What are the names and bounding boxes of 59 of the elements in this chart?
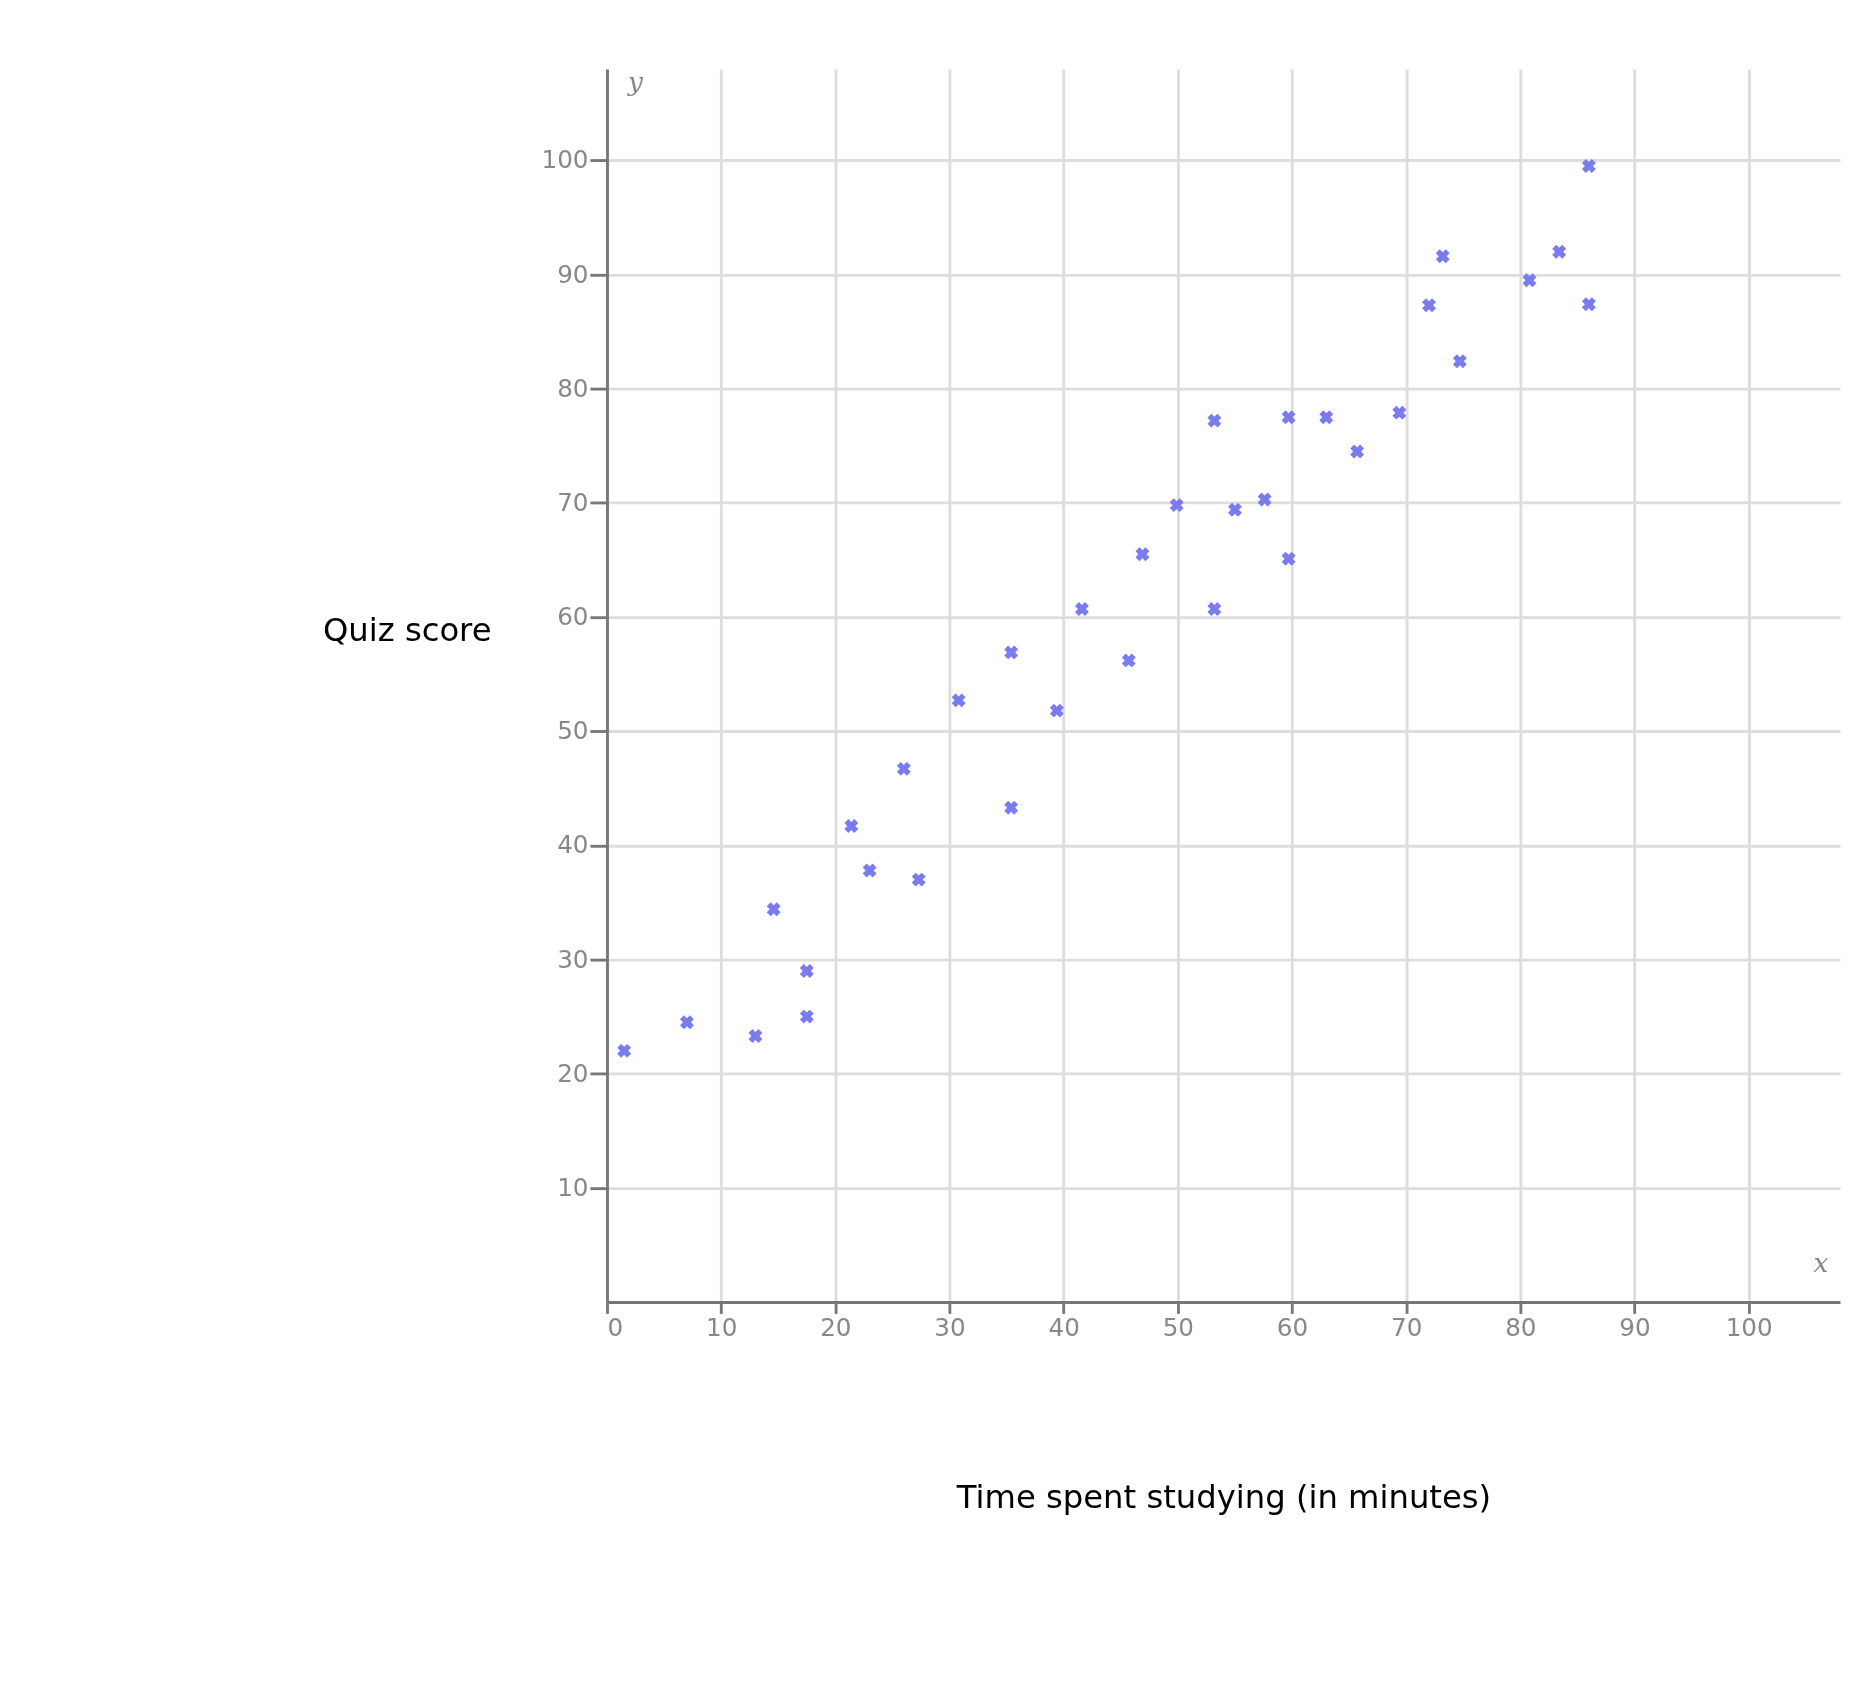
point — [1135, 547, 1150, 562]
point — [1552, 244, 1567, 259]
point — [1422, 298, 1436, 313]
y-tick-label: 30 — [557, 944, 589, 974]
point — [1049, 703, 1064, 718]
point — [1121, 653, 1136, 668]
y-tick-label: 80 — [557, 373, 589, 403]
point — [844, 818, 859, 833]
x-tick-label: 70 — [1390, 1312, 1423, 1342]
point — [1350, 444, 1365, 459]
point — [1581, 159, 1596, 174]
point — [1452, 354, 1467, 369]
x-tick-label: 40 — [1048, 1312, 1080, 1342]
point — [799, 963, 814, 978]
point — [862, 863, 877, 878]
x-tick-label: 100 — [1725, 1312, 1773, 1342]
y-tick-label: 100 — [541, 145, 589, 175]
point — [1004, 645, 1019, 660]
point — [896, 761, 911, 776]
y-tick-label: 20 — [557, 1058, 589, 1088]
point — [951, 693, 966, 708]
point — [1004, 800, 1019, 815]
point — [1207, 413, 1222, 428]
point — [1522, 273, 1537, 288]
point — [1435, 249, 1450, 264]
point — [1581, 297, 1596, 312]
point — [1392, 405, 1407, 420]
x-tick-label: 20 — [820, 1312, 852, 1342]
point — [679, 1015, 694, 1030]
y-tick-label: 90 — [557, 259, 589, 289]
y-tick-label: 50 — [557, 716, 589, 746]
x-axis-title: Time spent studying (in minutes) — [955, 1478, 1492, 1517]
point — [1207, 602, 1222, 616]
point — [617, 1043, 632, 1058]
point — [1319, 410, 1334, 425]
point — [1074, 602, 1089, 616]
y-axis-title: Quiz score — [322, 611, 492, 650]
point — [911, 872, 926, 887]
x-tick-label: 30 — [934, 1312, 966, 1342]
point — [1281, 551, 1296, 566]
y-tick-label: 60 — [557, 602, 589, 632]
x-tick-label: 90 — [1619, 1312, 1651, 1342]
annotation: y — [626, 65, 644, 97]
point — [1257, 492, 1272, 507]
x-tick-label: 60 — [1276, 1312, 1309, 1342]
point — [766, 902, 781, 917]
point — [799, 1009, 814, 1024]
x-tick-label: 10 — [705, 1312, 738, 1342]
y-tick-label: 40 — [557, 830, 589, 860]
y-tick-label: 70 — [557, 487, 589, 517]
x-tick-label: 0 — [607, 1312, 624, 1342]
point — [1281, 410, 1296, 425]
y-tick-label: 10 — [557, 1172, 589, 1202]
x-tick-label: 80 — [1505, 1312, 1537, 1342]
x-tick-label: 50 — [1162, 1312, 1195, 1342]
point — [748, 1029, 763, 1043]
annotation: x — [1813, 1246, 1829, 1278]
point — [1227, 502, 1242, 517]
point — [1169, 498, 1184, 513]
